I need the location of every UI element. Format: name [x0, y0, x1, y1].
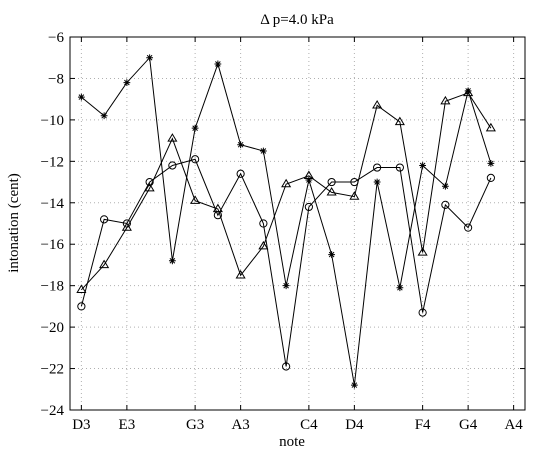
series-circle	[77, 155, 495, 371]
data-point-asterisk	[419, 162, 427, 169]
data-point-circle	[168, 161, 177, 170]
grid	[70, 37, 525, 410]
data-point-asterisk	[487, 160, 495, 167]
data-point-circle	[464, 223, 473, 232]
x-tick-label: D4	[345, 417, 364, 433]
plot-frame	[69, 36, 526, 411]
x-tick-label: D3	[72, 417, 90, 433]
data-point-circle	[304, 202, 313, 212]
y-tick-label: −22	[41, 362, 64, 378]
data-point-triangle	[349, 191, 360, 200]
data-point-triangle	[394, 116, 405, 126]
data-point-asterisk	[237, 141, 245, 149]
series-asterisk	[77, 54, 495, 389]
x-tick-label: E3	[119, 417, 136, 433]
data-point-triangle	[417, 247, 428, 256]
series-line-asterisk	[81, 56, 492, 386]
data-point-triangle	[167, 133, 178, 142]
y-tick-label: −14	[41, 196, 65, 212]
data-point-circle	[77, 302, 86, 311]
data-point-triangle	[463, 87, 474, 97]
y-axis-label: intonation (cent)	[6, 173, 22, 273]
data-point-circle	[145, 177, 154, 187]
x-tick-label: G3	[186, 417, 204, 433]
data-point-asterisk	[146, 54, 154, 62]
data-point-asterisk	[305, 176, 313, 184]
ticks: −24 −22 −20 −18 −16 −14 −12 −10 −8 −6 D3 E3 G3 A3 C4 D4…	[41, 30, 525, 433]
data-point-triangle	[76, 284, 87, 293]
data-point-circle	[100, 215, 109, 224]
data-point-triangle	[235, 269, 246, 279]
x-tick-label: G4	[459, 417, 478, 433]
data-point-triangle	[326, 187, 337, 196]
data-point-asterisk	[259, 147, 267, 155]
data-point-asterisk	[396, 284, 404, 292]
y-tick-label: −16	[41, 237, 65, 253]
series-layer	[76, 54, 496, 389]
data-point-asterisk	[350, 381, 358, 389]
data-point-triangle	[440, 95, 451, 105]
data-point-circle	[282, 362, 291, 371]
y-tick-label: −10	[41, 113, 64, 129]
y-tick-label: −12	[41, 154, 64, 170]
data-point-triangle	[281, 178, 292, 188]
data-point-asterisk	[328, 251, 336, 258]
data-point-circle	[441, 200, 450, 209]
data-point-asterisk	[123, 79, 131, 86]
x-tick-label: A4	[504, 417, 523, 433]
x-tick-label: A3	[231, 417, 249, 433]
series-line-circle	[80, 158, 492, 367]
data-point-circle	[259, 219, 268, 228]
y-tick-label: −8	[48, 71, 64, 87]
data-point-asterisk	[441, 182, 449, 190]
data-point-triangle	[258, 240, 269, 250]
y-tick-label: −20	[41, 320, 64, 336]
data-point-circle	[327, 177, 336, 187]
data-point-asterisk	[191, 124, 199, 132]
x-axis-label: note	[279, 434, 305, 450]
data-point-circle	[373, 163, 382, 172]
series-line-triangle	[81, 92, 492, 291]
data-point-asterisk	[214, 60, 222, 68]
data-point-asterisk	[100, 112, 108, 120]
data-point-triangle	[485, 122, 496, 132]
data-point-triangle	[121, 222, 132, 231]
data-point-circle	[395, 163, 404, 172]
y-tick-label: −6	[48, 30, 64, 46]
data-point-asterisk	[282, 282, 290, 290]
data-point-triangle	[372, 100, 383, 109]
data-point-triangle	[190, 195, 201, 204]
y-tick-label: −24	[41, 403, 65, 419]
data-point-triangle	[99, 259, 110, 269]
y-tick-label: −18	[41, 279, 64, 295]
data-point-asterisk	[373, 178, 381, 186]
series-triangle	[76, 87, 496, 293]
data-point-circle	[486, 173, 495, 183]
chart-title: Δ p=4.0 kPa	[260, 12, 334, 28]
x-tick-label: C4	[300, 417, 318, 433]
data-point-asterisk	[77, 93, 85, 101]
x-tick-label: F4	[415, 417, 431, 433]
data-point-asterisk	[464, 87, 472, 95]
data-point-asterisk	[168, 257, 176, 265]
data-point-circle	[191, 155, 200, 164]
data-point-circle	[236, 169, 245, 178]
data-point-triangle	[144, 182, 155, 192]
data-point-circle	[418, 308, 427, 317]
data-point-triangle	[212, 203, 223, 213]
